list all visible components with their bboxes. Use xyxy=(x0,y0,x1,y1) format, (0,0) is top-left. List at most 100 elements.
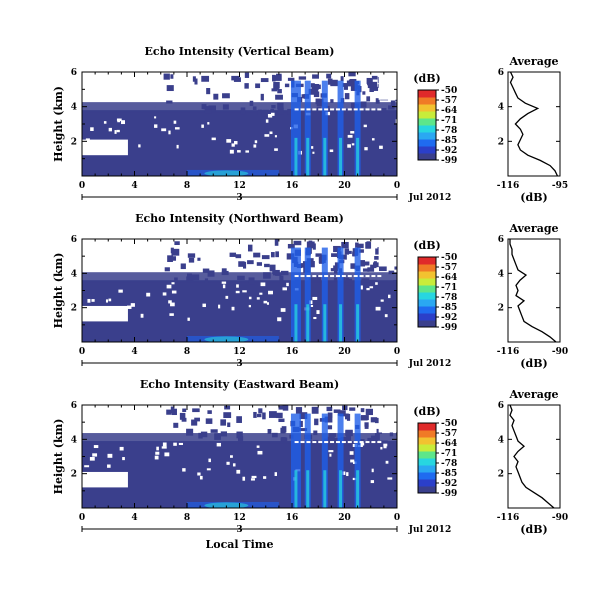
y-tick-label: 2 xyxy=(71,304,77,314)
echo-pixel xyxy=(267,429,272,434)
gap-pixel xyxy=(197,472,201,476)
echo-pixel xyxy=(200,431,208,438)
echo-pixel xyxy=(359,109,363,114)
echo-pixel xyxy=(255,83,261,89)
colorbar-label: -57 xyxy=(441,96,457,106)
convective-plume xyxy=(290,413,301,508)
melting-band-pixel xyxy=(353,275,358,278)
profile-x-label: (dB) xyxy=(520,523,547,536)
no-echo-region xyxy=(82,471,128,488)
gap-pixel xyxy=(103,121,107,124)
x-tick-label: 0 xyxy=(79,347,85,357)
gap-pixel xyxy=(383,444,387,449)
colorbar-label: -85 xyxy=(441,303,457,313)
echo-pixel xyxy=(166,100,173,104)
echo-pixel xyxy=(388,105,395,110)
colorbar-label: -64 xyxy=(441,439,457,449)
echo-pixel xyxy=(362,268,370,272)
echo-pixel xyxy=(280,427,286,434)
echo-pixel xyxy=(378,265,387,272)
echo-pixel xyxy=(327,436,335,444)
melting-band-pixel xyxy=(294,108,299,111)
month-year-label: Jul 2012 xyxy=(408,359,451,369)
gap-pixel xyxy=(268,290,273,295)
echo-pixel xyxy=(344,413,349,420)
colorbar-label: -71 xyxy=(441,449,457,459)
melting-band-pixel xyxy=(318,275,323,278)
gap-pixel xyxy=(267,114,273,118)
echo-pixel xyxy=(170,406,175,414)
date-day-label: 3 xyxy=(236,359,242,369)
echo-pixel xyxy=(361,278,370,283)
echo-pixel xyxy=(375,417,381,424)
echo-pixel xyxy=(236,431,243,439)
colorbar-segment xyxy=(418,479,436,487)
gap-pixel xyxy=(229,149,234,154)
echo-pixel xyxy=(293,240,302,246)
melting-band-pixel xyxy=(365,441,370,444)
gap-pixel xyxy=(85,138,90,141)
melting-band-pixel xyxy=(324,441,329,444)
profile-title: Average xyxy=(508,55,558,68)
melting-band-pixel xyxy=(312,108,317,111)
colorbar-label: -57 xyxy=(441,429,457,439)
gap-pixel xyxy=(89,457,95,461)
y-axis-label: Height (km) xyxy=(52,86,65,162)
echo-pixel xyxy=(253,411,257,418)
convective-plume xyxy=(337,247,344,342)
echo-pixel xyxy=(331,253,339,257)
colorbar-segment xyxy=(418,257,436,265)
gap-pixel xyxy=(277,317,282,322)
echo-pixel xyxy=(327,412,333,418)
gap-pixel xyxy=(360,442,365,446)
convective-plume xyxy=(304,80,311,176)
melting-band-pixel xyxy=(335,108,340,111)
echo-pixel xyxy=(326,73,332,79)
echo-pixel xyxy=(284,83,290,88)
melting-band-pixel xyxy=(347,441,352,444)
echo-pixel xyxy=(206,88,211,95)
echo-pixel xyxy=(318,256,324,264)
echo-pixel xyxy=(213,93,219,100)
gap-pixel xyxy=(312,296,318,300)
echo-pixel xyxy=(171,248,180,256)
echo-pixel xyxy=(164,267,170,272)
echo-pixel xyxy=(340,436,347,442)
echo-pixel xyxy=(238,261,245,267)
gap-pixel xyxy=(274,148,278,151)
echo-pixel xyxy=(359,249,364,253)
gap-pixel xyxy=(263,300,268,304)
gap-pixel xyxy=(108,298,112,302)
gap-pixel xyxy=(156,446,159,451)
gap-pixel xyxy=(383,443,388,447)
echo-pixel xyxy=(229,252,237,257)
x-tick-label: 20 xyxy=(338,347,351,357)
echo-pixel xyxy=(324,416,333,423)
gap-pixel xyxy=(118,289,123,293)
plume-core xyxy=(323,304,327,342)
gap-pixel xyxy=(270,112,275,116)
gap-pixel xyxy=(264,134,270,137)
y-tick-label: 6 xyxy=(71,68,77,78)
surface-echo-core xyxy=(204,336,249,342)
echo-pixel xyxy=(210,429,218,433)
echo-pixel xyxy=(350,83,358,91)
colorbar-segment xyxy=(418,125,436,133)
layer-edge xyxy=(82,102,397,113)
colorbar-segment xyxy=(418,458,436,466)
echo-pixel xyxy=(182,408,187,412)
melting-band-pixel xyxy=(335,441,340,444)
gap-pixel xyxy=(88,472,92,476)
gap-pixel xyxy=(201,124,204,128)
no-echo-region xyxy=(82,305,128,322)
gap-pixel xyxy=(178,442,183,446)
echo-pixel xyxy=(309,261,315,268)
convective-plume xyxy=(337,413,344,508)
melting-band-pixel xyxy=(341,108,346,111)
gap-pixel xyxy=(329,149,334,153)
colorbar-label: -78 xyxy=(441,293,457,303)
echo-pixel xyxy=(334,262,340,269)
echo-pixel xyxy=(270,252,275,258)
heatmap-field xyxy=(82,405,397,508)
y-axis-label: Height (km) xyxy=(52,253,65,329)
